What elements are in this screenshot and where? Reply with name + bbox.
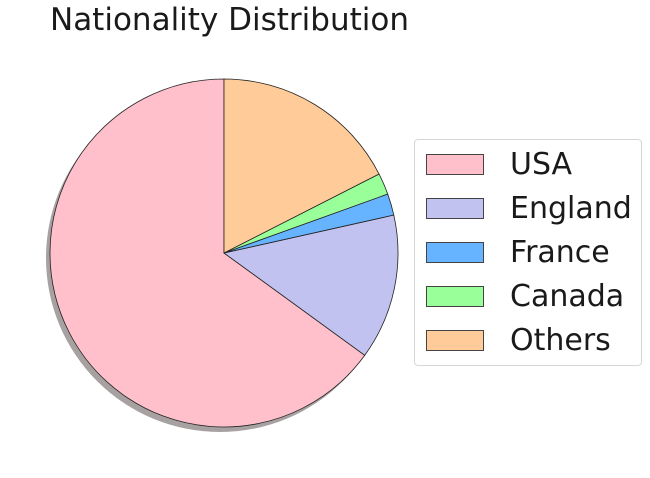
pie-slice-england (223, 214, 399, 356)
legend-swatch-others (426, 329, 484, 351)
legend-item-france: France (426, 234, 610, 270)
legend-label-usa: USA (510, 146, 573, 182)
legend-label-france: France (510, 234, 610, 270)
pie-slice-usa (49, 78, 366, 428)
pie-slices (49, 78, 399, 428)
legend-swatch-france (426, 241, 484, 263)
pie-slice-others (223, 78, 380, 254)
legend-label-others: Others (510, 322, 611, 358)
legend-swatch-england (426, 197, 484, 219)
chart-title: Nationality Distribution (50, 2, 409, 38)
legend-item-canada: Canada (426, 278, 624, 314)
legend-swatch-canada (426, 285, 484, 307)
legend-item-others: Others (426, 322, 611, 358)
legend-item-england: England (426, 190, 632, 226)
legend-label-england: England (510, 190, 632, 226)
legend-item-usa: USA (426, 146, 572, 182)
legend-label-canada: Canada (510, 278, 625, 314)
legend-swatch-usa (426, 153, 484, 175)
legend: USA England France Canada Others (414, 139, 642, 366)
